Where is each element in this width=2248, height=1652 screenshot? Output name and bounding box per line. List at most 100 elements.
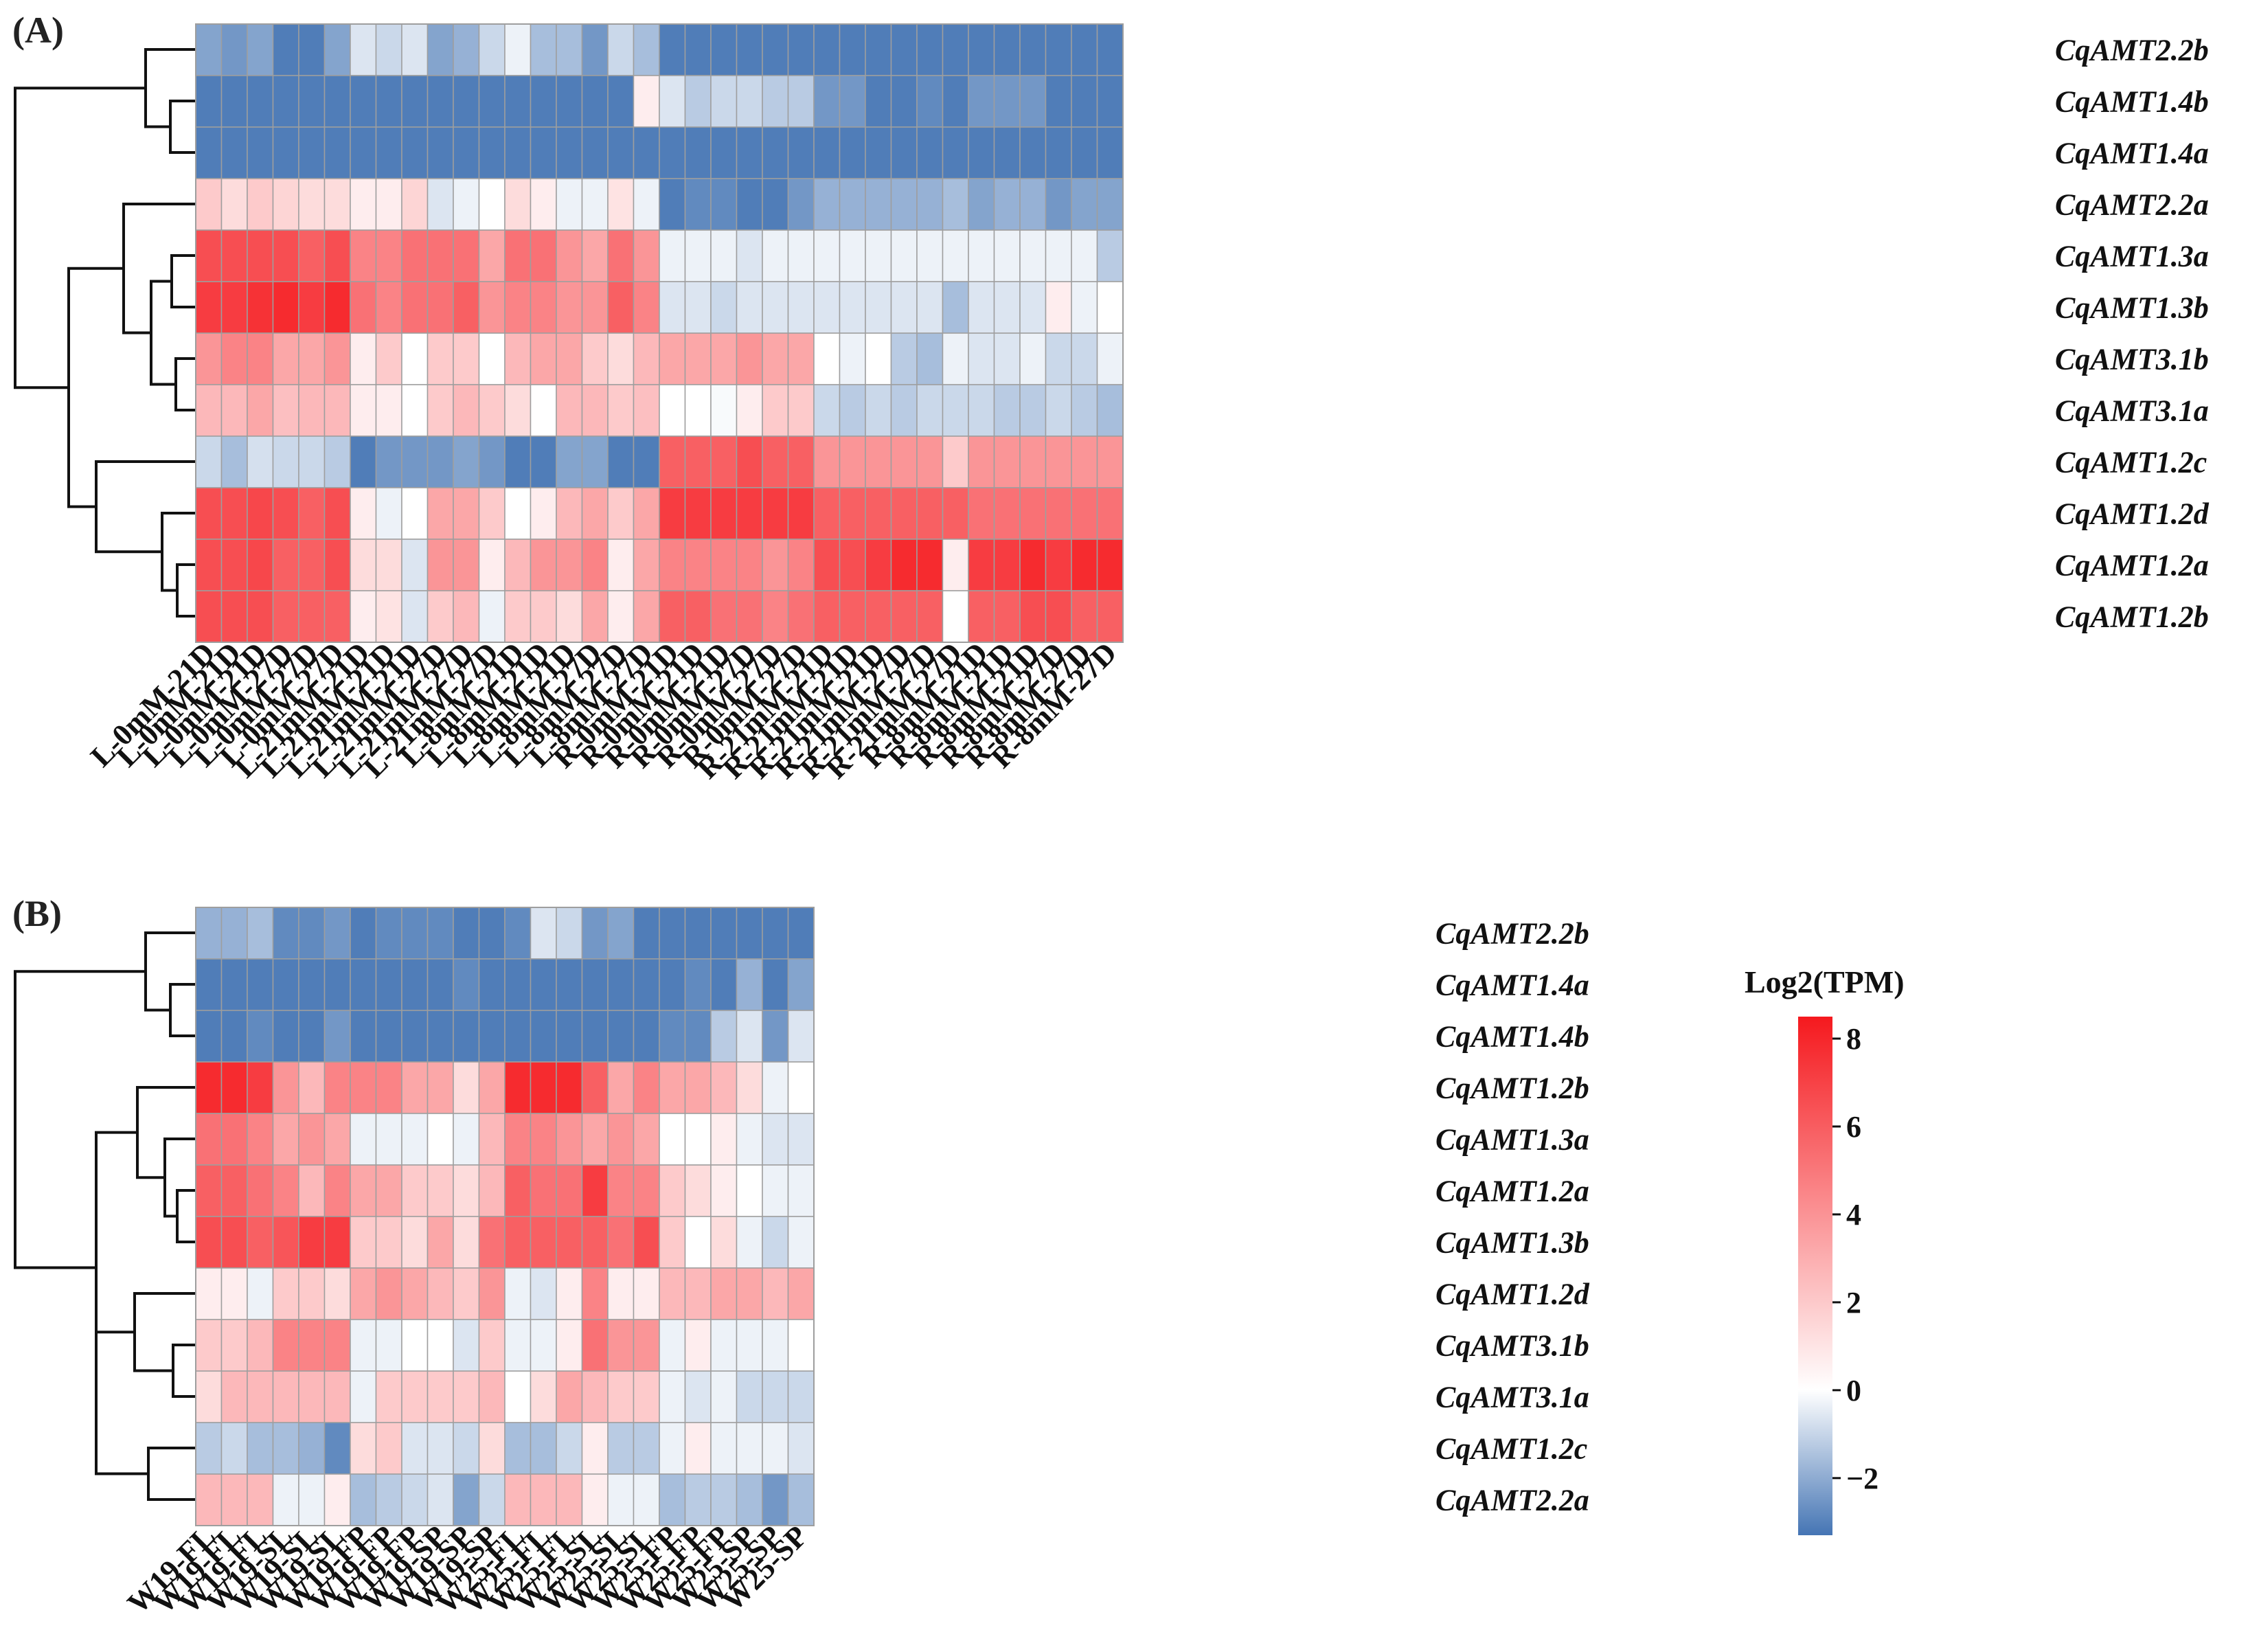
heatmap-cell [762,1473,789,1526]
heatmap-cell [633,384,660,437]
heatmap-cell [272,1473,299,1526]
heatmap-cell [736,126,763,179]
heatmap-cell [684,384,712,437]
heatmap-cell [607,1319,635,1372]
heatmap-cell [890,75,918,128]
heatmap-cell [504,1319,532,1372]
heatmap-cell [839,435,866,488]
heatmap-cell [813,435,841,488]
heatmap-cell [633,1267,660,1320]
heatmap-cell [736,1164,763,1217]
heatmap-cell [710,1061,738,1114]
heatmap-cell [401,281,429,334]
heatmap-cell [298,126,326,179]
heatmap-cell [195,1113,223,1166]
heatmap-cell [427,1010,454,1063]
row-labels-a: CqAMT2.2b CqAMT1.4b CqAMT1.4a CqAMT2.2a CqAM… [2055,34,2210,634]
heatmap-cell [890,539,918,591]
legend-tick-label: 2 [1846,1286,1861,1320]
heatmap-cell [736,332,763,385]
heatmap-cell [1045,590,1072,643]
heatmap-cell [633,539,660,591]
heatmap-cell [530,229,557,282]
heatmap-cell [839,281,866,334]
heatmap-cell [1045,229,1072,282]
heatmap-cell [401,1319,429,1372]
heatmap-cell [401,126,429,179]
heatmap-cell [556,958,583,1011]
heatmap-cell [787,958,815,1011]
heatmap-cell [375,126,402,179]
heatmap-cell [993,435,1021,488]
heatmap-cell [581,958,609,1011]
heatmap-cell [633,1422,660,1475]
heatmap-cell [298,1319,326,1372]
heatmap-cell [839,23,866,76]
heatmap-cell [195,332,223,385]
heatmap-cell [684,1113,712,1166]
legend-tick-label: 6 [1846,1110,1861,1144]
heatmap-cell [375,332,402,385]
heatmap-cell [247,1319,274,1372]
heatmap-cell [427,75,454,128]
dendro-b-merge-10 [95,1131,137,1403]
row-label: CqAMT3.1a [1435,1381,1589,1414]
heatmap-cell [865,539,892,591]
heatmap-cell [787,75,815,128]
heatmap-cell [556,1216,583,1269]
heatmap-cell [942,229,969,282]
heatmap-cell [272,23,299,76]
heatmap-cell [478,229,506,282]
legend-tick-label: 8 [1846,1022,1861,1056]
heatmap-cell [427,332,454,385]
heatmap-cell [504,1113,532,1166]
heatmap-cell [350,178,377,231]
heatmap-cell [942,332,969,385]
legend-ticks: 8 6 4 2 0 −2 [1832,1022,1878,1495]
row-label: CqAMT3.1b [2055,343,2209,376]
heatmap-cell [478,1164,506,1217]
heatmap-cell [1071,178,1098,231]
heatmap-cell [195,1061,223,1114]
heatmap-cell [247,1010,274,1063]
heatmap-cell [736,75,763,128]
heatmap-cell [581,1267,609,1320]
heatmap-cell [504,487,532,540]
heatmap-cell [839,126,866,179]
heatmap-cell [890,23,918,76]
heatmap-cell [247,435,274,488]
heatmap-cell [375,1370,402,1423]
heatmap-cell [298,435,326,488]
heatmap-cell [298,1370,326,1423]
heatmap-cell [556,1267,583,1320]
heatmap-cell [298,23,326,76]
heatmap-cell [350,229,377,282]
heatmap-cell [272,487,299,540]
row-label: CqAMT1.2b [1435,1072,1589,1105]
heatmap-cell [530,332,557,385]
heatmap-cell [556,126,583,179]
heatmap-cell [556,1473,583,1526]
heatmap-cell [427,1473,454,1526]
heatmap-cell [968,384,995,437]
heatmap-cell [530,384,557,437]
heatmap-cell [272,281,299,334]
heatmap-cell [375,178,402,231]
heatmap-cell [787,1370,815,1423]
heatmap-cell [401,1164,429,1217]
heatmap-cell [659,1319,686,1372]
heatmap-cell [220,539,248,591]
heatmap-cell [581,1061,609,1114]
heatmap-cell [710,332,738,385]
heatmap-cell [762,1113,789,1166]
heatmap-cell [195,229,223,282]
heatmap-cell [787,384,815,437]
heatmap-cell [375,907,402,960]
heatmap-cell [787,539,815,591]
heatmap-cell [375,590,402,643]
heatmap-cell [504,539,532,591]
heatmap-cell [813,23,841,76]
heatmap-cell [195,1164,223,1217]
heatmap-cell [195,1267,223,1320]
heatmap-cell [1045,487,1072,540]
